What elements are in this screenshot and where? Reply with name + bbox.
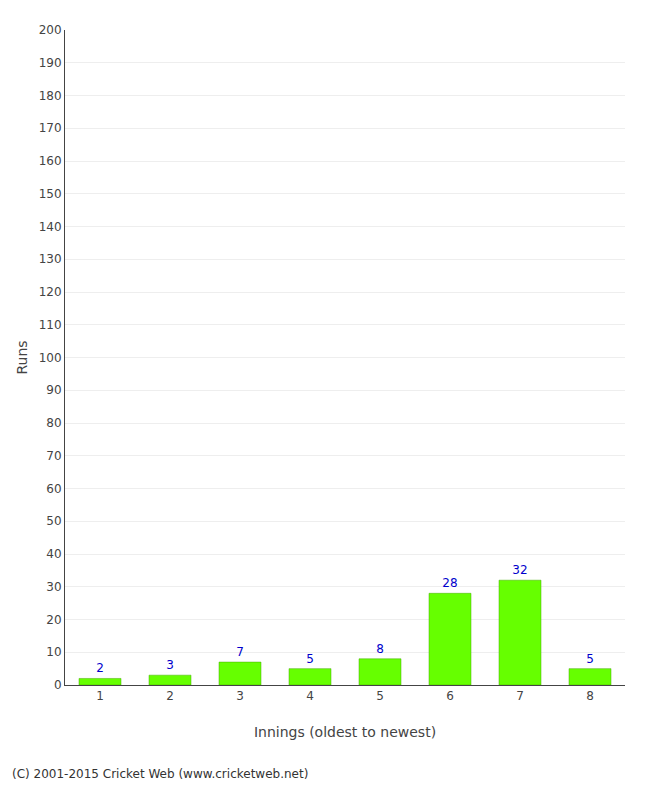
svg-text:200: 200 xyxy=(39,23,62,37)
svg-text:160: 160 xyxy=(39,154,62,168)
svg-text:1: 1 xyxy=(96,689,104,703)
svg-text:Runs: Runs xyxy=(14,340,30,374)
svg-text:180: 180 xyxy=(39,89,62,103)
svg-text:5: 5 xyxy=(586,652,594,666)
svg-text:8: 8 xyxy=(586,689,594,703)
svg-text:170: 170 xyxy=(39,121,62,135)
svg-text:80: 80 xyxy=(46,416,61,430)
svg-text:130: 130 xyxy=(39,252,62,266)
svg-text:50: 50 xyxy=(46,514,61,528)
svg-text:20: 20 xyxy=(46,613,61,627)
svg-text:5: 5 xyxy=(306,652,314,666)
svg-text:5: 5 xyxy=(376,689,384,703)
svg-text:7: 7 xyxy=(236,645,244,659)
svg-text:90: 90 xyxy=(46,383,61,397)
svg-text:40: 40 xyxy=(46,547,61,561)
svg-text:32: 32 xyxy=(512,563,527,577)
svg-text:3: 3 xyxy=(236,689,244,703)
svg-text:6: 6 xyxy=(446,689,454,703)
svg-text:30: 30 xyxy=(46,580,61,594)
svg-text:60: 60 xyxy=(46,482,61,496)
svg-text:7: 7 xyxy=(516,689,524,703)
svg-text:70: 70 xyxy=(46,449,61,463)
svg-text:Innings (oldest to newest): Innings (oldest to newest) xyxy=(254,724,436,740)
svg-text:3: 3 xyxy=(166,658,174,672)
svg-text:150: 150 xyxy=(39,187,62,201)
svg-text:120: 120 xyxy=(39,285,62,299)
svg-text:100: 100 xyxy=(39,351,62,365)
svg-text:2: 2 xyxy=(96,661,104,675)
svg-text:4: 4 xyxy=(306,689,314,703)
svg-text:110: 110 xyxy=(39,318,62,332)
svg-text:(C) 2001-2015 Cricket Web (www: (C) 2001-2015 Cricket Web (www.cricketwe… xyxy=(12,767,308,781)
svg-text:28: 28 xyxy=(442,576,457,590)
svg-text:8: 8 xyxy=(376,642,384,656)
svg-text:0: 0 xyxy=(54,678,62,692)
svg-text:10: 10 xyxy=(46,645,61,659)
svg-text:140: 140 xyxy=(39,220,62,234)
svg-text:190: 190 xyxy=(39,56,62,70)
svg-text:2: 2 xyxy=(166,689,174,703)
